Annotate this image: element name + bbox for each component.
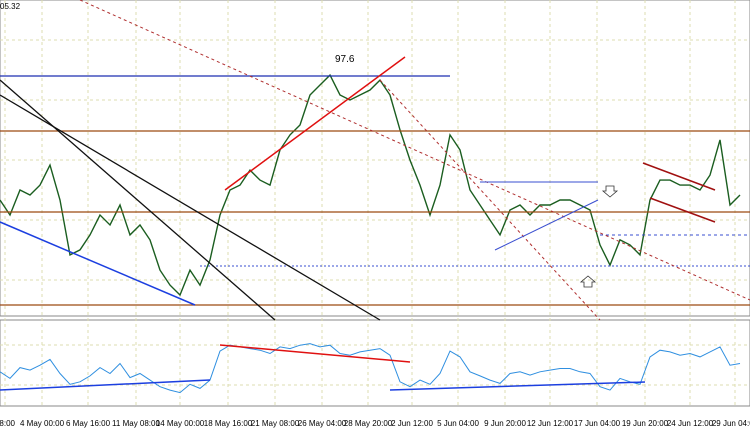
main-pane [0, 0, 750, 317]
x-tick-label: 4 May 00:00 [20, 419, 65, 428]
series-line [0, 73, 741, 297]
x-tick-label: 18 May 16:00 [204, 419, 253, 428]
x-tick-label: 19 Jun 20:00 [622, 419, 669, 428]
x-tick-label: 17 Jun 04:00 [574, 419, 621, 428]
x-tick-label: 6 May 16:00 [66, 419, 111, 428]
drawings [0, 0, 750, 391]
x-tick-label: 26 May 04:00 [298, 419, 347, 428]
annotation: 97.6 [335, 54, 355, 65]
x-tick-label: 11 May 08:00 [112, 419, 160, 428]
x-tick-label: 2 Jun 12:00 [391, 419, 433, 428]
x-tick-label: 14 May 00:00 [156, 419, 205, 428]
corner-label: 05.32 [0, 2, 21, 11]
x-tick-label: 21 May 08:00 [251, 419, 300, 428]
x-tick-label: 29 Jun 04:00 [712, 419, 750, 428]
x-tick-label: 5 Jun 04:00 [437, 419, 479, 428]
h-grid [0, 39, 750, 386]
x-tick-label: 9 Jun 20:00 [484, 419, 526, 428]
x-tick-label: 24 Jun 12:00 [667, 419, 714, 428]
x-tick-label: 08:00 [0, 419, 16, 428]
x-tick-label: 28 May 20:00 [344, 419, 393, 428]
sub-pane [0, 319, 750, 407]
x-tick-label: 12 Jun 12:00 [527, 419, 574, 428]
